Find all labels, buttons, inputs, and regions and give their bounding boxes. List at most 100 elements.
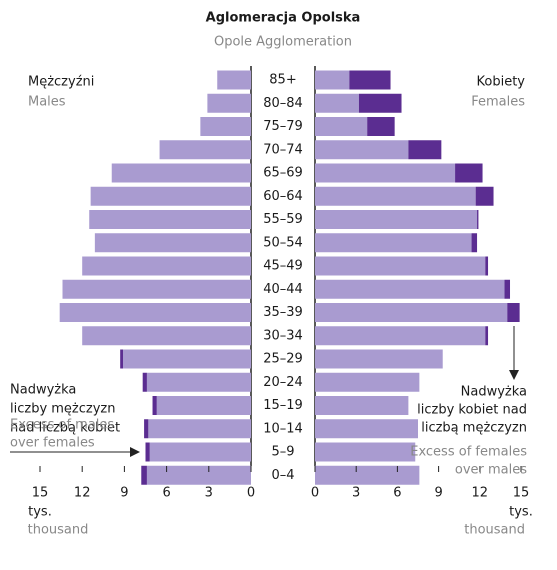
female-bar (315, 419, 418, 439)
male-bar (200, 117, 251, 136)
annotation: liczby mężczyzn (10, 402, 116, 417)
female-bar (315, 117, 368, 136)
unit: tys. (509, 505, 533, 520)
female-bar (315, 210, 478, 229)
female-bar (408, 140, 442, 160)
age-label: 25–29 (263, 352, 303, 367)
age-label: 5–9 (271, 445, 294, 460)
female-bar (315, 163, 456, 183)
right-label-en: Females (471, 95, 525, 110)
age-label: 60–64 (263, 189, 303, 204)
age-label: 35–39 (263, 305, 303, 320)
female-bar (477, 210, 479, 229)
age-label: 0–4 (271, 468, 294, 483)
age-label: 75–79 (263, 119, 303, 134)
female-bar (507, 303, 520, 322)
female-bar (315, 442, 416, 462)
male-bar (62, 279, 251, 299)
x-tick-label: 3 (352, 486, 360, 501)
age-label: 20–24 (263, 375, 303, 390)
female-bar (315, 465, 420, 485)
male-bar (122, 349, 251, 369)
female-bar (315, 256, 486, 276)
male-bar (207, 93, 251, 113)
unit-en: thousand (28, 523, 89, 538)
annotation: nad liczbą kobiet (10, 421, 120, 436)
chart-subtitle: Opole Agglomeration (214, 35, 352, 50)
x-tick-label: 12 (472, 486, 489, 501)
annotation-en: over males (455, 463, 527, 478)
x-tick-label: 0 (311, 486, 319, 501)
female-bar (315, 279, 505, 299)
x-tick-label: 12 (74, 486, 91, 501)
female-bar (315, 326, 486, 346)
male-bar (120, 349, 123, 369)
male-bar (145, 442, 150, 462)
male-bar (148, 419, 251, 439)
female-bar (349, 70, 391, 90)
age-label: 30–34 (263, 328, 303, 343)
annotation-en: Excess of males (10, 418, 114, 433)
male-bar (146, 372, 251, 392)
age-label: 70–74 (263, 142, 303, 157)
female-bar (315, 372, 420, 392)
annotation-en: over females (10, 436, 95, 451)
male-bar (111, 163, 252, 183)
male-bar (144, 419, 149, 439)
left-label-en: Males (28, 95, 66, 110)
arrow-head (130, 447, 140, 457)
female-bar (315, 93, 359, 113)
female-bar (485, 256, 489, 276)
left-label: Mężczyźni (28, 75, 94, 90)
annotation: liczbą mężczyzn (421, 421, 527, 436)
unit: tys. (28, 505, 52, 520)
age-label: 45–49 (263, 259, 303, 274)
male-bar (142, 372, 147, 392)
age-label: 80–84 (263, 96, 303, 111)
female-bar (471, 233, 478, 253)
male-bar (152, 396, 157, 415)
x-tick-label: 9 (434, 486, 442, 501)
male-bar (82, 326, 251, 346)
age-label: 50–54 (263, 235, 303, 250)
male-bar (94, 233, 251, 253)
female-bar (315, 140, 409, 160)
annotation-en: Excess of females (410, 445, 527, 460)
male-bar (89, 210, 251, 229)
female-bar (315, 186, 476, 206)
male-bar (159, 140, 251, 160)
age-label: 55–59 (263, 212, 303, 227)
annotation: liczby kobiet nad (417, 403, 527, 418)
female-bar (315, 396, 409, 415)
female-bar (315, 349, 443, 369)
arrow-head (509, 370, 519, 380)
x-tick-label: 15 (32, 486, 49, 501)
x-tick-label: 6 (162, 486, 170, 501)
male-bar (90, 186, 251, 206)
male-bar (217, 70, 251, 90)
male-bar (141, 465, 147, 485)
female-bar (485, 326, 489, 346)
x-tick-label: 0 (247, 486, 255, 501)
x-tick-label: 6 (393, 486, 401, 501)
female-bar (358, 93, 402, 113)
x-tick-label: 9 (120, 486, 128, 501)
female-bar (504, 279, 511, 299)
female-bar (455, 163, 483, 183)
male-bar (82, 256, 251, 276)
male-bar (149, 442, 251, 462)
female-bar (315, 70, 350, 90)
female-bar (315, 303, 508, 322)
chart-title: Aglomeracja Opolska (206, 11, 361, 26)
female-bar (367, 117, 395, 136)
age-label: 65–69 (263, 166, 303, 181)
x-tick-label: 15 (513, 486, 530, 501)
right-label: Kobiety (477, 75, 526, 90)
male-bar (59, 303, 252, 322)
annotation: Nadwyżka (461, 385, 527, 400)
female-bar (475, 186, 494, 206)
age-label: 40–44 (263, 282, 303, 297)
age-label: 85+ (269, 73, 296, 88)
male-bar (156, 396, 251, 415)
